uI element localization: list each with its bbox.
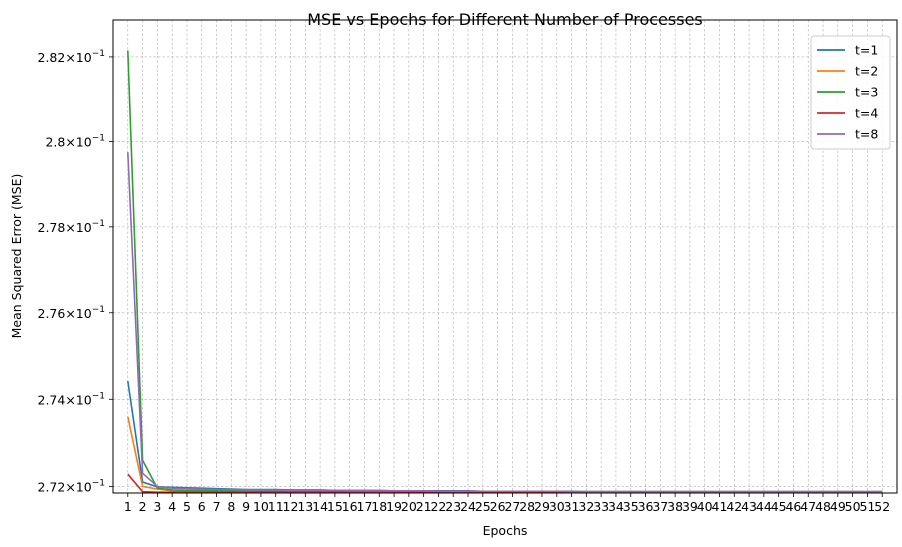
series-lines — [126, 50, 883, 493]
x-tick-label: 4 — [168, 499, 176, 514]
x-tick-label: 10 — [253, 499, 269, 514]
x-axis-ticks: 1 2 3 4 5 6 7 8 9 1011121314151617181920212223242… — [124, 493, 890, 514]
x-tick-label: 49 — [830, 499, 846, 514]
x-tick-label: 15 — [327, 499, 343, 514]
x-tick-label: 52 — [874, 499, 890, 514]
legend-label: t=1 — [855, 43, 878, 58]
y-tick-label: 2.76×10−1 — [38, 305, 106, 321]
x-tick-label: 35 — [623, 499, 639, 514]
plot-frame — [112, 19, 898, 494]
x-tick-label: 11 — [268, 499, 284, 514]
x-tick-label: 51 — [859, 499, 875, 514]
x-tick-label: 40 — [697, 499, 713, 514]
y-tick-label: 2.82×10−1 — [38, 49, 106, 65]
x-tick-label: 32 — [578, 499, 594, 514]
x-tick-label: 44 — [756, 499, 772, 514]
x-tick-label: 22 — [430, 499, 446, 514]
x-tick-label: 34 — [608, 499, 624, 514]
x-tick-label: 38 — [667, 499, 683, 514]
x-tick-label: 31 — [564, 499, 580, 514]
x-tick-label: 20 — [401, 499, 417, 514]
x-tick-label: 30 — [549, 499, 565, 514]
y-axis-ticks: 2.72×10−1 2.74×10−1 2.76×10−1 2.78×10−1 2.8×… — [38, 49, 113, 494]
legend: t=1 t=2 t=3 t=4 t=8 — [810, 35, 891, 150]
x-tick-label: 14 — [312, 499, 328, 514]
y-tick-label: 2.74×10−1 — [38, 391, 106, 407]
x-tick-label: 36 — [638, 499, 654, 514]
x-tick-label: 41 — [712, 499, 728, 514]
x-tick-label: 39 — [682, 499, 698, 514]
x-tick-label: 27 — [504, 499, 520, 514]
x-tick-label: 43 — [741, 499, 757, 514]
y-axis-label: Mean Squared Error (MSE) — [9, 174, 24, 339]
x-tick-label: 5 — [183, 499, 191, 514]
x-tick-label: 7 — [213, 499, 221, 514]
legend-label: t=2 — [855, 64, 878, 79]
x-tick-label: 42 — [726, 499, 742, 514]
x-tick-label: 48 — [815, 499, 831, 514]
x-tick-label: 1 — [124, 499, 132, 514]
x-tick-label: 33 — [593, 499, 609, 514]
x-tick-label: 12 — [283, 499, 299, 514]
series-line-t=8 — [126, 152, 883, 493]
x-tick-label: 13 — [297, 499, 313, 514]
x-tick-label: 24 — [460, 499, 476, 514]
x-tick-label: 21 — [416, 499, 432, 514]
y-tick-label: 2.72×10−1 — [38, 478, 106, 494]
legend-box — [810, 35, 891, 150]
x-tick-label: 50 — [845, 499, 861, 514]
x-tick-label: 2 — [139, 499, 147, 514]
y-tick-label: 2.8×10−1 — [45, 134, 105, 150]
x-tick-label: 16 — [342, 499, 358, 514]
x-tick-label: 46 — [785, 499, 801, 514]
x-tick-label: 19 — [386, 499, 402, 514]
chart-title: MSE vs Epochs for Different Number of Pr… — [307, 10, 703, 29]
x-tick-label: 29 — [534, 499, 550, 514]
x-tick-label: 3 — [153, 499, 161, 514]
legend-label: t=3 — [855, 85, 878, 100]
x-tick-label: 28 — [519, 499, 535, 514]
legend-label: t=8 — [855, 127, 878, 142]
x-tick-label: 9 — [242, 499, 250, 514]
x-tick-label: 18 — [371, 499, 387, 514]
x-tick-label: 17 — [357, 499, 373, 514]
x-tick-label: 45 — [771, 499, 787, 514]
x-tick-label: 47 — [800, 499, 816, 514]
y-tick-label: 2.78×10−1 — [38, 219, 106, 235]
grid — [113, 20, 897, 493]
x-tick-label: 23 — [445, 499, 461, 514]
x-tick-label: 26 — [490, 499, 506, 514]
x-tick-label: 8 — [227, 499, 235, 514]
x-tick-label: 6 — [198, 499, 206, 514]
x-axis-label: Epochs — [483, 523, 528, 538]
legend-label: t=4 — [855, 106, 878, 121]
x-tick-label: 37 — [652, 499, 668, 514]
x-tick-label: 25 — [475, 499, 491, 514]
